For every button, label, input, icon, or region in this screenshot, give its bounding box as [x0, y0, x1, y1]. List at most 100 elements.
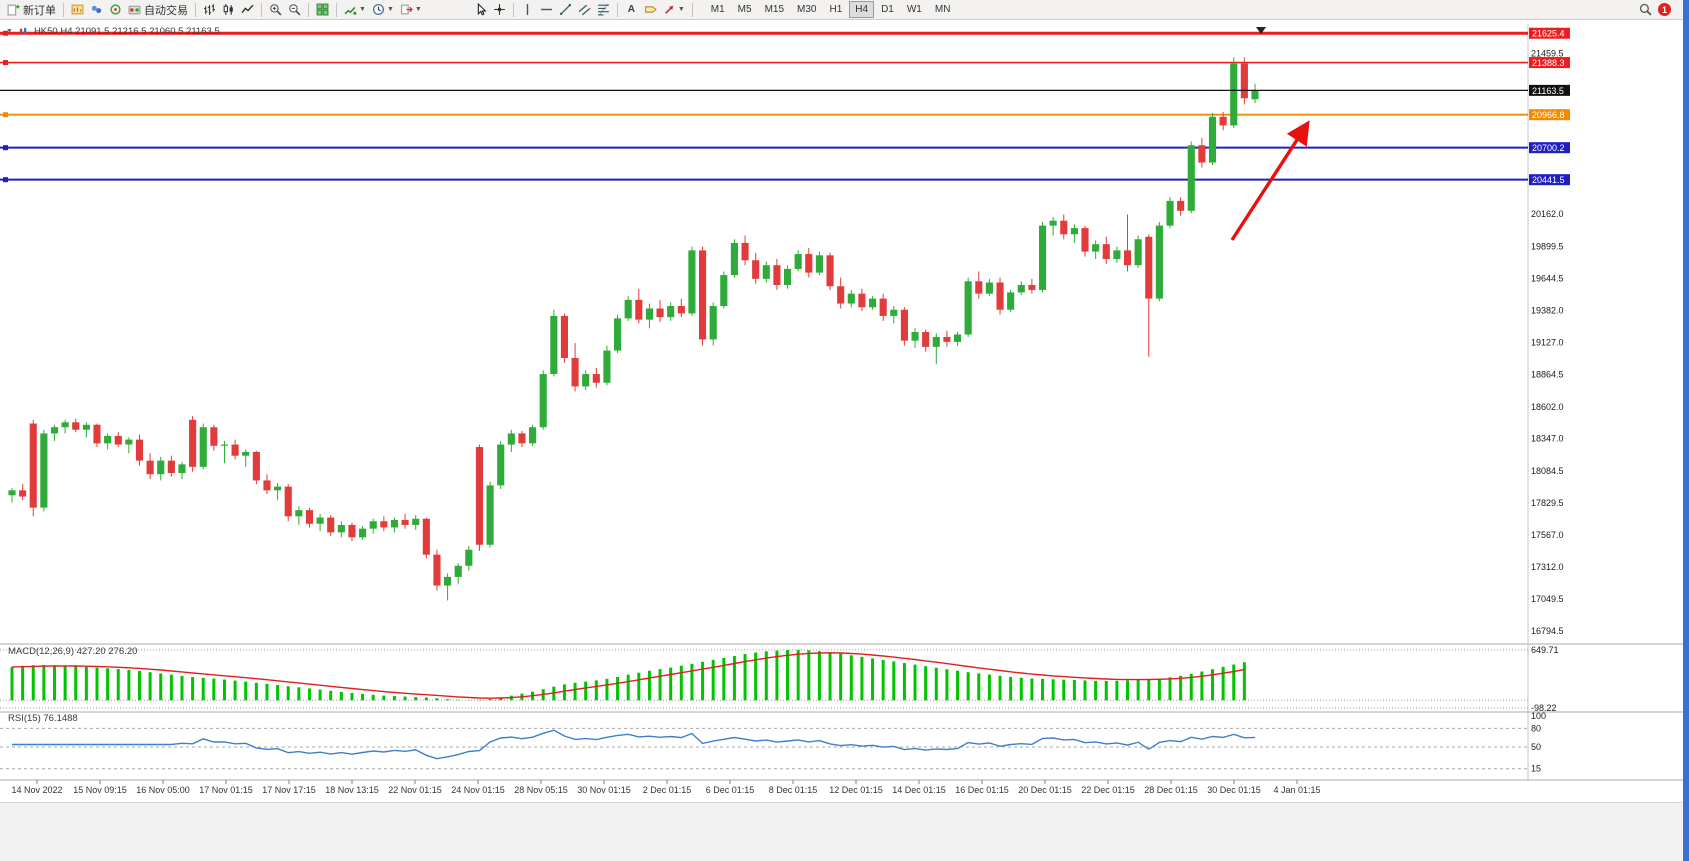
candlestick-mode-button[interactable] [219, 0, 238, 19]
candle [1208, 116, 1217, 163]
candle [412, 518, 420, 525]
notification-badge[interactable]: 1 [1658, 3, 1671, 16]
rsi-axis-tick: 80 [1531, 723, 1541, 733]
candle [688, 250, 696, 314]
candle [1187, 145, 1195, 211]
periods-button[interactable]: ▼ [369, 0, 397, 19]
price-label-box [1529, 109, 1570, 121]
trend-arrow-annotation [1230, 120, 1310, 241]
candle [815, 255, 823, 273]
zoom-in-button[interactable] [266, 0, 285, 19]
candle [614, 318, 622, 351]
price-label-box [1529, 27, 1570, 39]
candle [826, 255, 834, 287]
candle [1145, 236, 1153, 299]
timeframe-m30[interactable]: M30 [797, 4, 817, 15]
candle [730, 242, 738, 276]
timeframe-w1[interactable]: W1 [906, 4, 922, 15]
candle [1134, 239, 1142, 266]
indicators-icon [344, 3, 357, 16]
candle [135, 439, 144, 461]
candle [539, 374, 547, 428]
tile-windows-button[interactable] [313, 0, 332, 19]
time-axis-label: 6 Dec 01:15 [706, 785, 755, 795]
crosshair-tool-button[interactable] [490, 0, 509, 19]
candle [1070, 228, 1078, 235]
vertical-line-icon [521, 3, 534, 16]
bar-chart-mode-button[interactable] [200, 0, 219, 19]
price-label-text: 20441.5 [1532, 175, 1565, 185]
timeframe-m15[interactable]: M15 [764, 4, 785, 15]
timeframe-d1[interactable]: D1 [881, 4, 894, 15]
horizontal-line-tool-button[interactable] [537, 0, 556, 19]
timeframe-m1[interactable]: M1 [710, 4, 725, 15]
candle [454, 565, 462, 577]
trendline-icon [559, 3, 572, 16]
time-axis-label: 12 Dec 01:15 [829, 785, 883, 795]
candle [1017, 284, 1025, 293]
price-axis-tick: 20162.0 [1531, 209, 1564, 219]
candle [571, 357, 579, 387]
vertical-line-tool-button[interactable] [518, 0, 537, 19]
timeframe-h4[interactable]: H4 [849, 1, 875, 18]
profiles-button[interactable] [87, 0, 106, 19]
chart-window-button[interactable] [68, 0, 87, 19]
chart-menu-triangle-icon[interactable]: ▼ [6, 28, 13, 35]
candle [964, 281, 972, 335]
price-line-handle [3, 145, 8, 151]
price-axis-tick: 18084.5 [1531, 466, 1564, 476]
candle [975, 281, 983, 294]
candle [900, 309, 908, 341]
candle [19, 490, 27, 497]
chart-shift-marker [1256, 27, 1266, 34]
candle [327, 517, 335, 533]
price-axis-tick: 17049.5 [1531, 594, 1564, 604]
rsi-axis-tick: 100 [1531, 711, 1546, 721]
price-axis-tick: 17829.5 [1531, 498, 1564, 508]
candle [709, 306, 717, 340]
timeframe-h1[interactable]: H1 [829, 4, 843, 15]
candle [1219, 116, 1227, 126]
search-icon[interactable] [1639, 3, 1652, 16]
time-axis-label: 28 Nov 05:15 [514, 785, 568, 795]
candle [390, 520, 399, 528]
fibonacci-tool-button[interactable] [594, 0, 613, 19]
text-tool-button[interactable]: A [622, 0, 641, 19]
candle [486, 485, 494, 545]
timeframe-m5[interactable]: M5 [737, 4, 752, 15]
timeframe-mn[interactable]: MN [934, 4, 951, 15]
clock-icon [372, 3, 385, 16]
candle [1092, 244, 1100, 252]
candle [560, 315, 569, 358]
line-chart-mode-button[interactable] [238, 0, 257, 19]
new-order-button[interactable]: 新订单 [4, 0, 59, 19]
candle [752, 260, 760, 279]
auto-trading-icon [128, 3, 141, 16]
channel-tool-button[interactable] [575, 0, 594, 19]
price-label-text: 21625.4 [1532, 29, 1565, 39]
candle [783, 268, 792, 285]
candle [1081, 228, 1089, 252]
candle [635, 299, 643, 320]
zoom-out-button[interactable] [285, 0, 304, 19]
trendline-tool-button[interactable] [556, 0, 575, 19]
candle [1060, 220, 1068, 235]
candle [380, 521, 388, 528]
candle [741, 242, 749, 261]
chart-window-icon [71, 3, 84, 16]
symbol-chart-icon [17, 25, 30, 38]
label-tool-button[interactable] [641, 0, 660, 19]
cursor-tool-button[interactable] [471, 0, 490, 19]
candle [199, 427, 207, 467]
indicators-button[interactable]: ▼ [341, 0, 369, 19]
sound-alert-button[interactable] [106, 0, 125, 19]
window-edge-scrollbar[interactable] [1683, 0, 1689, 861]
templates-button[interactable]: ▼ [397, 0, 425, 19]
candle [465, 549, 473, 566]
auto-trading-button[interactable]: 自动交易 [125, 0, 191, 19]
price-label-text: 20700.2 [1532, 143, 1565, 153]
arrows-tool-button[interactable]: ▼ [660, 0, 688, 19]
template-icon [400, 3, 413, 16]
macd-indicator-label: MACD(12,26,9) 427.20 276.20 [8, 646, 138, 657]
